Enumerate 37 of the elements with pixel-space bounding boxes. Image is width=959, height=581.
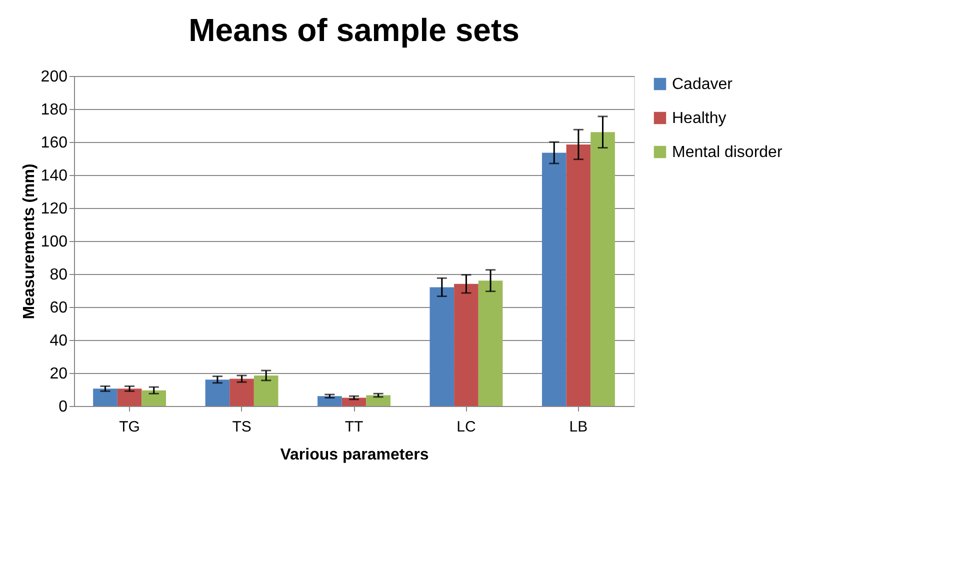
x-tick-label: TG	[119, 418, 140, 436]
x-tick-label: TT	[344, 418, 364, 436]
bar	[230, 378, 254, 406]
y-tick-label: 100	[40, 234, 68, 250]
legend-label: Healthy	[672, 110, 726, 127]
x-axis-title: Various parameters	[280, 446, 429, 464]
bar	[142, 390, 166, 406]
y-tick-label: 0	[58, 398, 68, 416]
y-tick-label: 20	[50, 366, 68, 382]
y-tick-label: 40	[50, 332, 68, 350]
bar	[205, 380, 230, 406]
y-tick-label: 200	[40, 68, 68, 86]
y-tick-label: 60	[50, 300, 68, 316]
bar	[342, 398, 366, 406]
y-tick-label: 180	[40, 102, 68, 118]
bar	[117, 388, 142, 406]
bar	[566, 144, 591, 406]
bar	[93, 388, 118, 406]
bar	[590, 132, 615, 406]
bar	[366, 395, 390, 406]
x-tick-label: LC	[456, 418, 476, 436]
bar	[478, 280, 503, 406]
y-tick-label: 120	[40, 200, 68, 218]
legend-label: Cadaver	[672, 76, 734, 93]
y-tick-label: 140	[40, 168, 68, 184]
y-tick-label: 80	[50, 266, 68, 284]
bar	[254, 375, 278, 406]
bar	[542, 152, 566, 406]
legend-label: Mental disorder	[672, 144, 783, 161]
bar	[430, 287, 454, 406]
x-tick-label: LB	[569, 418, 588, 436]
bar	[454, 284, 478, 406]
chart-title: Means of sample sets	[188, 12, 520, 48]
y-axis-title: Measurements (mm)	[20, 164, 38, 320]
bar	[318, 396, 342, 406]
x-tick-label: TS	[232, 418, 252, 436]
y-tick-label: 160	[40, 134, 68, 152]
